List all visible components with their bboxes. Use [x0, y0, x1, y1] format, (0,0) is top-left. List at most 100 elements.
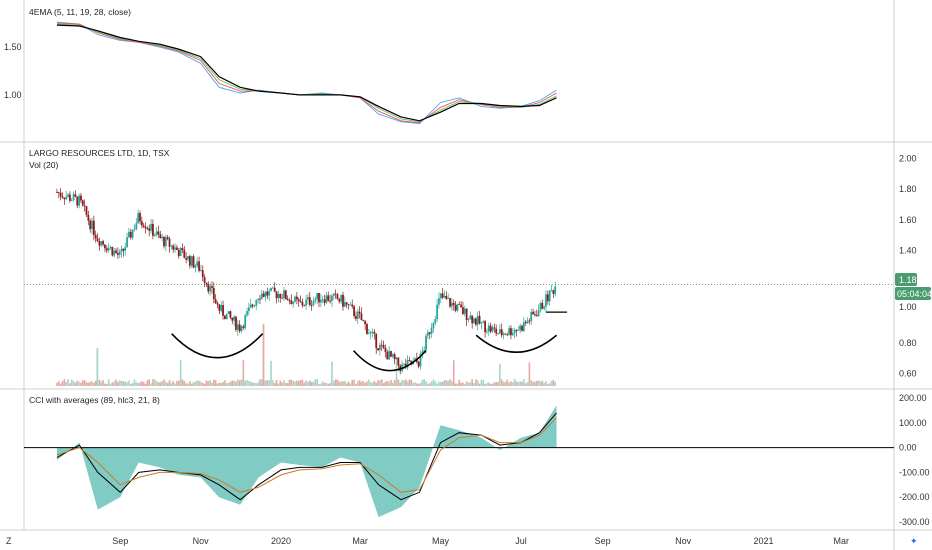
candle-body — [244, 315, 247, 328]
volume-bar — [460, 382, 462, 386]
volume-bar — [419, 382, 422, 386]
volume-bar — [329, 383, 331, 386]
volume-bar — [242, 359, 245, 386]
volume-bar — [63, 379, 66, 386]
volume-bar — [440, 381, 442, 386]
volume-bar — [480, 379, 483, 386]
candle-body — [423, 349, 426, 352]
ema-line-3 — [56, 24, 557, 122]
volume-bar — [305, 380, 307, 386]
timezone-icon[interactable]: Z — [6, 536, 12, 546]
volume-bar — [220, 382, 222, 386]
candle-body — [318, 293, 320, 303]
candle-body — [172, 245, 175, 250]
candle-body — [168, 238, 171, 247]
candle-body — [144, 226, 147, 229]
candle-body — [469, 315, 472, 320]
volume-bar — [83, 380, 86, 386]
volume-bar — [183, 380, 186, 386]
candle-body — [122, 248, 125, 251]
candle-body — [463, 308, 466, 315]
volume-bar — [510, 381, 512, 386]
candle-body — [535, 315, 538, 317]
time-label-sep: Sep — [112, 536, 128, 546]
time-label-mar: Mar — [834, 536, 850, 546]
volume-bar — [323, 382, 326, 386]
candle-body — [146, 228, 149, 230]
candle-body — [554, 286, 557, 294]
volume-bar — [312, 381, 315, 386]
candle-body — [438, 298, 440, 305]
volume-bar — [366, 381, 368, 386]
candle-body — [264, 291, 267, 297]
candle-body — [153, 235, 156, 236]
volume-bar — [543, 382, 545, 386]
volume-bar — [534, 381, 536, 386]
candle-body — [297, 299, 300, 302]
candle-body — [70, 200, 73, 201]
candle-body — [382, 345, 385, 348]
volume-bar — [334, 379, 337, 386]
candle-body — [249, 304, 252, 308]
time-label-nov: Nov — [193, 536, 210, 546]
volume-bar — [406, 381, 409, 386]
volume-bar — [299, 380, 302, 386]
cci-tick: 0.00 — [899, 443, 917, 453]
candle-body — [476, 315, 479, 325]
candle-body — [484, 321, 486, 333]
volume-bar — [142, 382, 145, 386]
candle-body — [497, 333, 499, 335]
volume-bar — [273, 382, 276, 386]
volume-bar — [231, 380, 234, 386]
candle-body — [310, 304, 313, 306]
candle-body — [454, 305, 457, 311]
candle-body — [120, 248, 123, 252]
candle-body — [105, 248, 108, 251]
volume-bar — [153, 379, 156, 386]
volume-bar — [74, 382, 77, 386]
volume-bar — [421, 379, 424, 386]
candle-body — [222, 305, 224, 316]
volume-bar — [216, 383, 219, 386]
candle-body — [303, 305, 306, 307]
candle-body — [137, 213, 140, 224]
candle-body — [152, 223, 154, 236]
candle-body — [316, 293, 319, 300]
volume-bar — [152, 379, 154, 386]
volume-bar — [286, 382, 289, 386]
candle-body — [319, 299, 322, 303]
volume-bar — [506, 379, 509, 386]
volume-bar — [253, 382, 256, 386]
candle-body — [223, 315, 226, 320]
volume-bar — [122, 381, 125, 386]
candle-body — [546, 294, 549, 302]
volume-bar — [67, 379, 69, 386]
price-tick: 0.60 — [899, 369, 917, 379]
volume-bar — [380, 379, 383, 386]
candle-body — [498, 329, 501, 334]
volume-bar — [249, 381, 252, 386]
candle-body — [489, 325, 492, 332]
candle-body — [369, 332, 372, 334]
volume-bar — [159, 382, 162, 386]
candle-body — [478, 315, 481, 324]
candle-body — [308, 297, 311, 305]
candle-body — [283, 290, 285, 298]
volume-bar — [336, 379, 339, 386]
volume-bar — [190, 383, 193, 386]
candle-body — [327, 295, 330, 301]
candle-body — [373, 331, 376, 334]
ema-tick: 1.00 — [4, 90, 22, 100]
candle-body — [207, 284, 210, 292]
candle-body — [377, 348, 379, 351]
volume-bar — [452, 360, 455, 386]
candle-body — [449, 298, 451, 307]
candle-body — [314, 299, 317, 301]
candle-body — [403, 363, 405, 365]
volume-bar — [535, 381, 538, 386]
candle-body — [270, 287, 272, 291]
candle-body — [159, 234, 162, 238]
candle-body — [100, 241, 103, 246]
volume-bar — [403, 380, 405, 386]
